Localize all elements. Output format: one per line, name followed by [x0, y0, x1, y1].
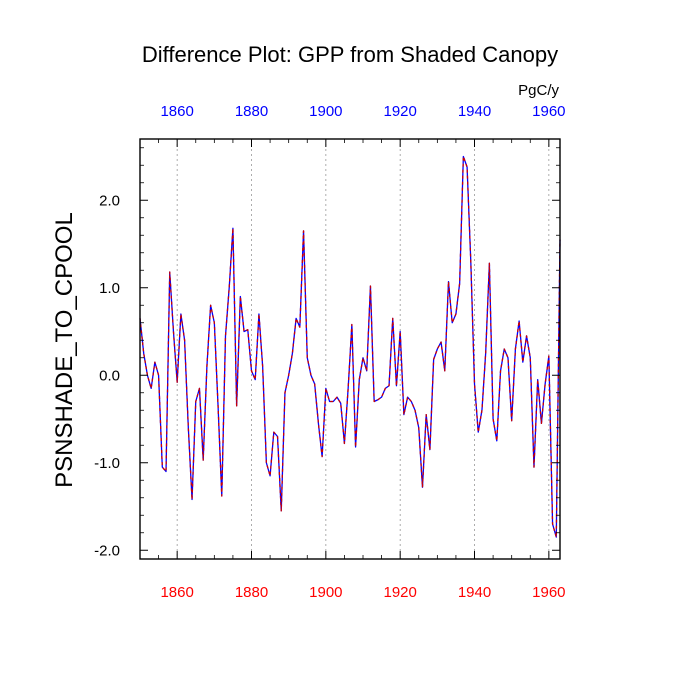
x-tick-label-bottom: 1940 — [458, 584, 491, 601]
y-tick-label: 1.0 — [99, 280, 120, 297]
series-line-dash-0 — [139, 155, 561, 538]
plot-series — [139, 155, 561, 538]
x-tick-label-bottom: 1880 — [235, 584, 268, 601]
x-tick-label-bottom: 1920 — [383, 584, 416, 601]
y-tick-label: -2.0 — [94, 542, 120, 559]
x-tick-label-top: 1960 — [532, 103, 565, 120]
x-tick-label-top: 1860 — [160, 103, 193, 120]
chart-title: Difference Plot: GPP from Shaded Canopy — [142, 42, 558, 67]
axes: 1860 1860 1880 1880 1900 1900 1920 1920 1940 1940… — [94, 103, 565, 601]
series-line-0 — [139, 155, 561, 538]
plot-frame — [139, 138, 561, 560]
units-label: PgC/y — [518, 82, 559, 99]
y-tick-label: -1.0 — [94, 455, 120, 472]
x-tick-label-top: 1880 — [235, 103, 268, 120]
x-tick-label-top: 1940 — [458, 103, 491, 120]
x-tick-label-bottom: 1900 — [309, 584, 342, 601]
x-tick-label-top: 1920 — [383, 103, 416, 120]
x-tick-label-bottom: 1960 — [532, 584, 565, 601]
vertical-grid — [176, 139, 550, 559]
y-axis-label: PSNSHADE_TO_CPOOL — [51, 212, 78, 488]
y-tick-label: 0.0 — [99, 367, 120, 384]
x-tick-label-bottom: 1860 — [160, 584, 193, 601]
y-tick-label: 2.0 — [99, 192, 120, 209]
x-tick-label-top: 1900 — [309, 103, 342, 120]
